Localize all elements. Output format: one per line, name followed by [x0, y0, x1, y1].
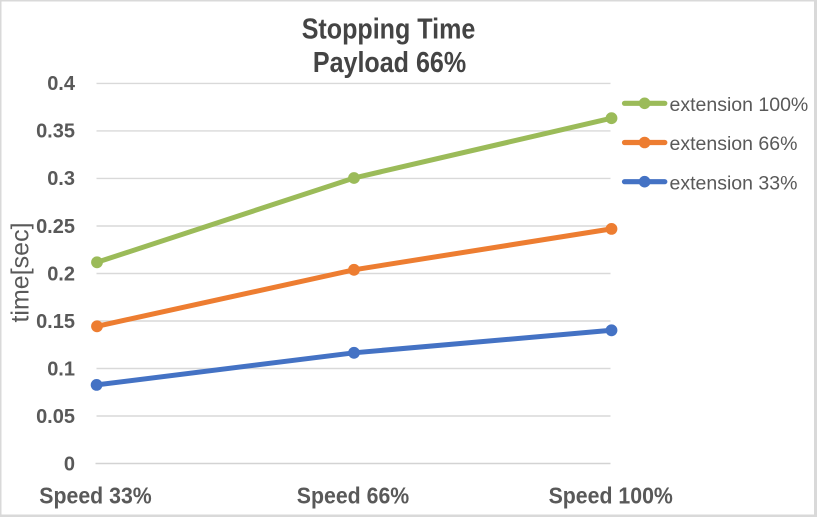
svg-text:0.2: 0.2 — [47, 263, 75, 285]
svg-text:0.1: 0.1 — [47, 358, 75, 380]
svg-text:extension 33%: extension 33% — [670, 172, 798, 194]
svg-text:0: 0 — [64, 454, 75, 476]
svg-text:0.15: 0.15 — [36, 311, 75, 333]
svg-text:extension 66%: extension 66% — [670, 133, 798, 155]
svg-text:Payload 66%: Payload 66% — [313, 46, 466, 78]
svg-text:0.3: 0.3 — [47, 168, 75, 190]
svg-text:0.35: 0.35 — [36, 121, 75, 143]
svg-text:0.05: 0.05 — [36, 406, 75, 428]
svg-text:Stopping Time: Stopping Time — [302, 13, 476, 45]
svg-text:time[sec]: time[sec] — [7, 222, 35, 322]
svg-text:Speed 100%: Speed 100% — [549, 483, 674, 509]
svg-text:0.25: 0.25 — [36, 216, 75, 238]
svg-text:Speed 33%: Speed 33% — [39, 483, 152, 509]
svg-text:0.4: 0.4 — [47, 73, 76, 95]
svg-text:extension 100%: extension 100% — [670, 94, 809, 116]
svg-text:Speed 66%: Speed 66% — [297, 483, 410, 509]
